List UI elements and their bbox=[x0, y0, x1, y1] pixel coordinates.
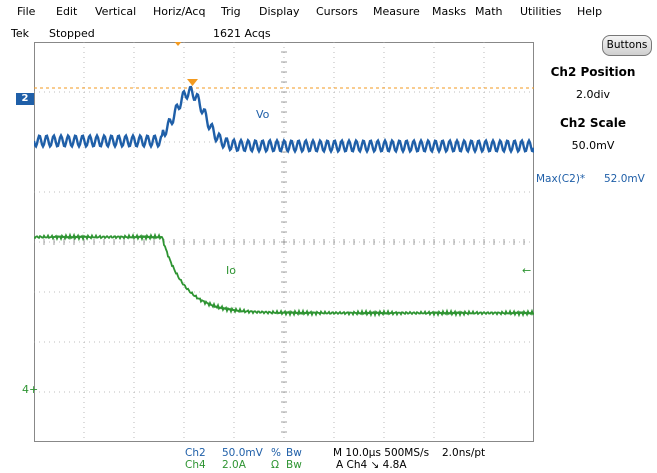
brand-label: Tek bbox=[11, 27, 29, 40]
ch2-readout-scale[interactable]: 50.0mV bbox=[222, 447, 263, 459]
acquisition-count: 1621 Acqs bbox=[213, 27, 271, 40]
menu-vertical[interactable]: Vertical bbox=[95, 5, 137, 18]
menu-horiz-acq[interactable]: Horiz/Acq bbox=[153, 5, 206, 18]
ch4-ground-marker[interactable]: 4 bbox=[22, 383, 29, 396]
measurement-label: Max(C2)* bbox=[536, 173, 586, 185]
menu-masks[interactable]: Masks bbox=[432, 5, 467, 18]
menu-measure[interactable]: Measure bbox=[373, 5, 420, 18]
ch4-coupling-icon: Ω bbox=[271, 459, 280, 471]
menu-bar: File Edit Vertical Horiz/Acq Trig Displa… bbox=[0, 0, 657, 22]
menu-display[interactable]: Display bbox=[259, 5, 300, 18]
menu-file[interactable]: File bbox=[17, 5, 36, 18]
ch2-ground-marker[interactable]: 2 bbox=[16, 93, 34, 105]
menu-math[interactable]: Math bbox=[475, 5, 503, 18]
resolution-readout: 2.0ns/pt bbox=[442, 447, 486, 459]
ch2-waveform bbox=[32, 85, 536, 155]
timebase-readout[interactable]: M 10.0µs 500MS/s bbox=[333, 447, 430, 459]
menu-utilities[interactable]: Utilities bbox=[520, 5, 562, 18]
grid-lines bbox=[33, 41, 535, 443]
trigger-position-marker bbox=[173, 40, 183, 46]
menu-trig[interactable]: Trig bbox=[221, 5, 241, 18]
ch2-waveform-label: Vo bbox=[256, 108, 270, 121]
menu-cursors[interactable]: Cursors bbox=[316, 5, 358, 18]
ch2-scale-title: Ch2 Scale bbox=[560, 116, 626, 130]
ch2-bandwidth-icon: Bw bbox=[286, 447, 302, 459]
ch4-ground-arrow: + bbox=[29, 383, 39, 396]
graticule: Vo Io ← bbox=[32, 40, 536, 443]
trigger-readout[interactable]: A Ch4 ↘ 4.8A bbox=[336, 459, 407, 471]
measurement-value: 52.0mV bbox=[604, 173, 645, 185]
ch4-waveform bbox=[33, 232, 535, 318]
right-arrow-marker: ← bbox=[522, 264, 531, 277]
ch2-readout-name[interactable]: Ch2 bbox=[185, 447, 206, 459]
buttons-toggle-button[interactable]: Buttons bbox=[602, 35, 652, 56]
ch4-readout-scale[interactable]: 2.0A bbox=[222, 459, 246, 471]
ch2-position-title: Ch2 Position bbox=[550, 65, 636, 79]
menu-help[interactable]: Help bbox=[577, 5, 603, 18]
waveform-display[interactable]: Vo Io ← bbox=[32, 40, 536, 443]
ch4-readout-name[interactable]: Ch4 bbox=[185, 459, 206, 471]
ch4-waveform-label: Io bbox=[226, 264, 236, 277]
acquisition-state: Stopped bbox=[49, 27, 95, 40]
max-marker bbox=[187, 79, 198, 86]
menu-edit[interactable]: Edit bbox=[56, 5, 78, 18]
ch2-coupling-icon: % bbox=[271, 447, 281, 459]
ch2-scale-value[interactable]: 50.0mV bbox=[571, 139, 615, 152]
ch2-position-value[interactable]: 2.0div bbox=[575, 88, 611, 101]
ch4-bandwidth-icon: Bw bbox=[286, 459, 302, 471]
